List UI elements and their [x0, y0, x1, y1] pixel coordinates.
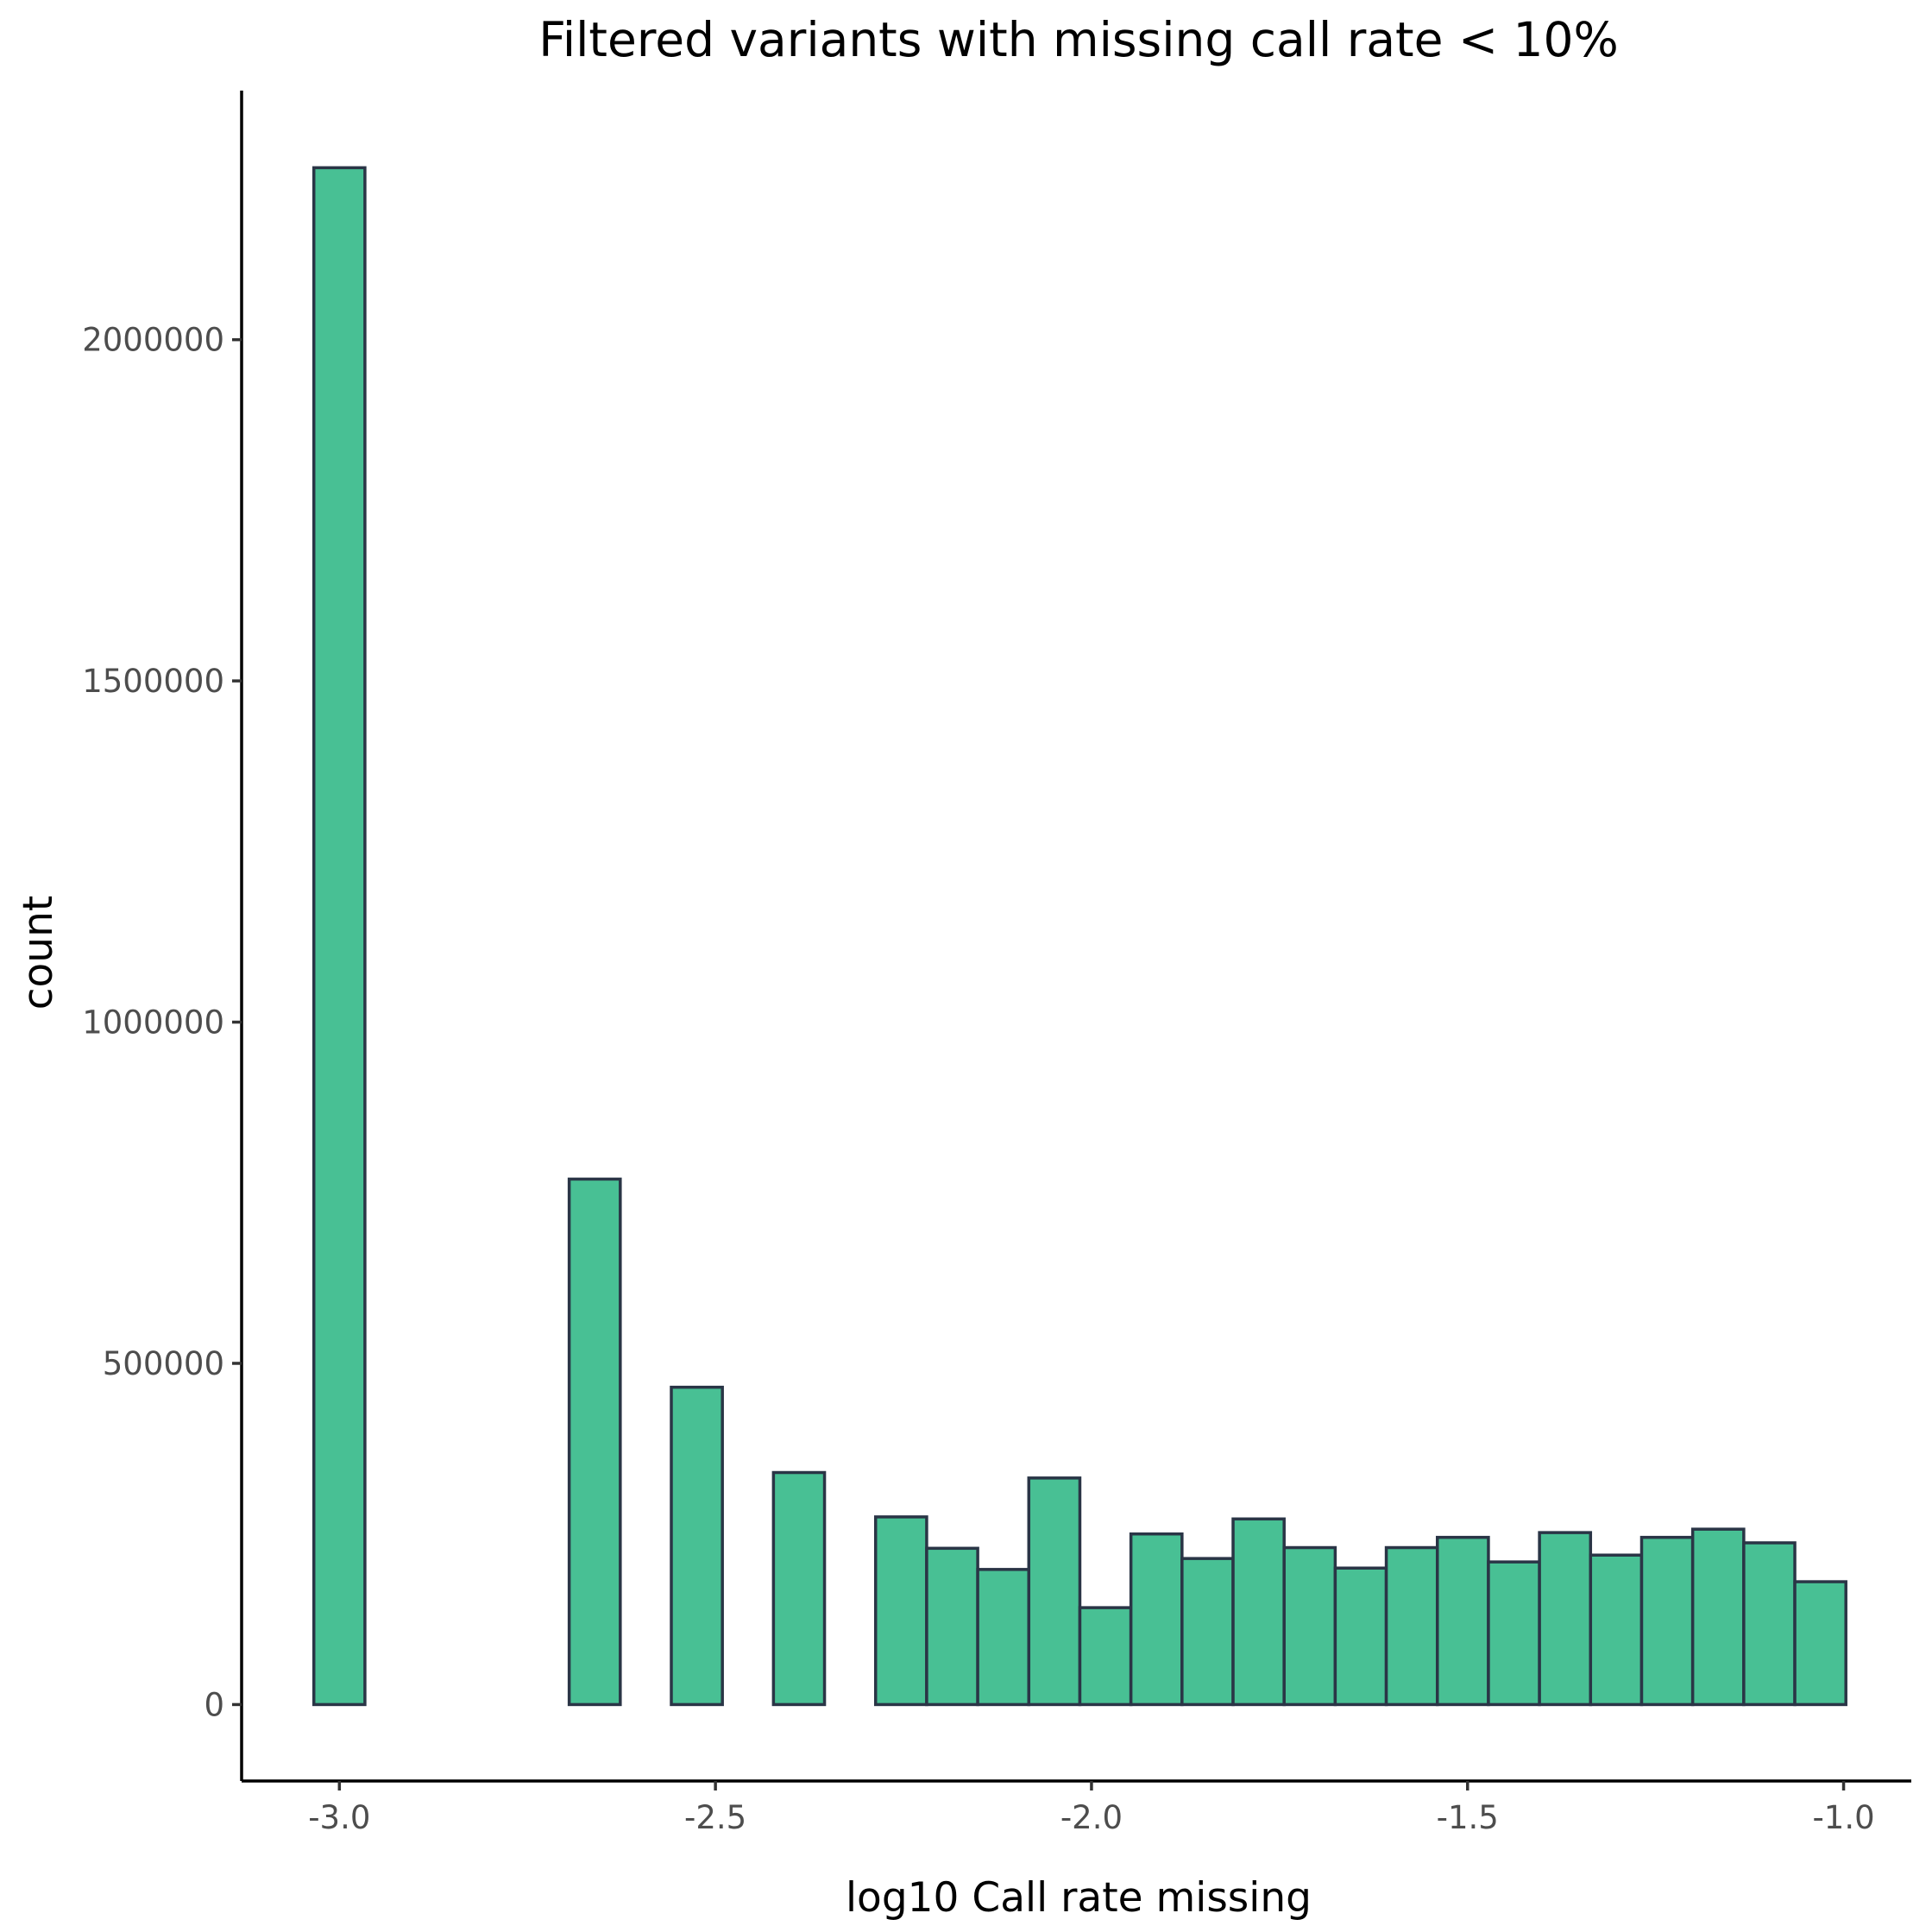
histogram-bar-20 [1282, 1545, 1337, 1707]
histogram-bar-24 [1487, 1560, 1541, 1707]
histogram-bar-16 [1078, 1606, 1133, 1707]
histogram-bar-21 [1333, 1566, 1388, 1707]
histogram-bar-17 [1129, 1532, 1184, 1707]
x-tick-label: -1.5 [1437, 1799, 1499, 1836]
histogram-bar-29 [1742, 1541, 1797, 1707]
x-tick-label: -1.0 [1812, 1799, 1874, 1836]
x-tick-label: -2.0 [1060, 1799, 1123, 1836]
histogram-bar-14 [976, 1568, 1031, 1707]
histogram-bar-18 [1180, 1557, 1235, 1707]
histogram-bar-22 [1384, 1545, 1439, 1707]
histogram-bar-19 [1231, 1517, 1286, 1707]
histogram-bar-27 [1639, 1535, 1695, 1707]
histogram-bar-1 [312, 166, 367, 1707]
x-ticks-group: -3.0 -2.5 -2.0 -1.5 -1.0 [308, 1781, 1875, 1836]
y-tick-label: 1000000 [82, 1004, 224, 1042]
y-ticks-group: 0 500000 1000000 1500000 2000000 [82, 322, 242, 1723]
histogram-bar-12 [873, 1515, 928, 1707]
y-tick-label: 500000 [103, 1345, 224, 1382]
histogram-bar-25 [1538, 1531, 1593, 1707]
histogram-bar-15 [1027, 1476, 1082, 1707]
histogram-bar-28 [1690, 1527, 1746, 1707]
histogram-bar-26 [1589, 1553, 1644, 1707]
bars-group [312, 166, 1847, 1707]
x-tick-label: -2.5 [684, 1799, 746, 1836]
y-tick-label: 2000000 [82, 322, 224, 359]
histogram-bar-6 [567, 1177, 622, 1707]
x-axis-title: log10 Call rate missing [846, 1874, 1312, 1922]
histogram-bar-8 [670, 1385, 724, 1707]
histogram-bar-13 [925, 1546, 979, 1707]
chart-title: Filtered variants with missing call rate… [538, 12, 1619, 67]
x-tick-label: -3.0 [308, 1799, 370, 1836]
histogram-bar-30 [1793, 1580, 1847, 1707]
histogram-bar-23 [1435, 1535, 1490, 1707]
y-tick-label: 0 [204, 1686, 224, 1723]
histogram-bar-10 [771, 1470, 827, 1707]
y-tick-label: 1500000 [82, 663, 224, 700]
y-axis-title: count [15, 896, 62, 1010]
